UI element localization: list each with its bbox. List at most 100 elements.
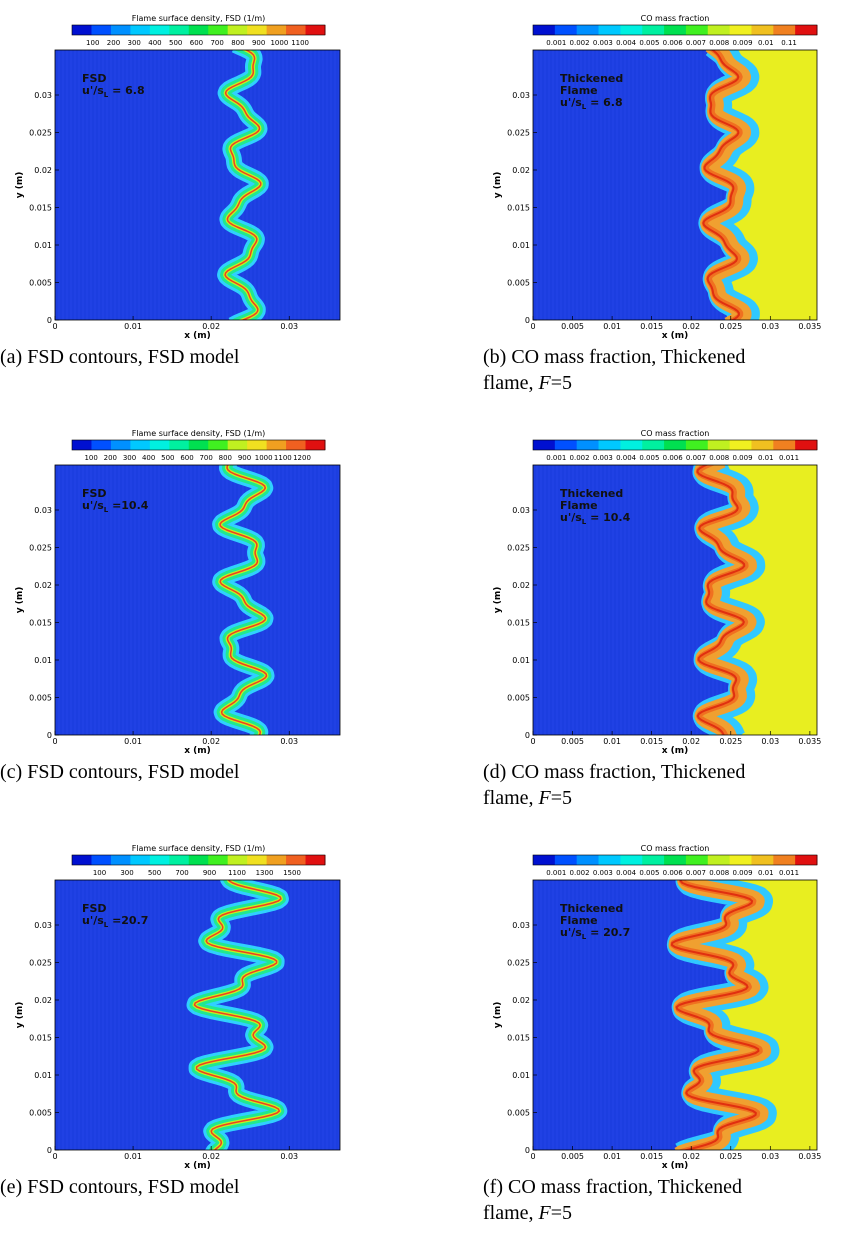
colorbar-label: 0.005: [639, 454, 659, 462]
annotation-ratio: u'/sL = 10.4: [560, 511, 631, 526]
colorbar-swatch: [286, 855, 307, 865]
caption-line2: flame, F=5: [483, 787, 572, 809]
colorbar-label: 800: [219, 454, 232, 462]
colorbar-swatch: [533, 25, 556, 35]
colorbar-title: Flame surface density, FSD (1/m): [132, 429, 266, 438]
y-tick-label: 0: [525, 1146, 530, 1155]
colorbar-swatch: [305, 25, 326, 35]
colorbar-label: 900: [252, 39, 265, 47]
y-tick-label: 0: [525, 731, 530, 740]
colorbar-label: 0.001: [546, 39, 566, 47]
colorbar-swatch: [91, 440, 112, 450]
colorbar-swatch: [533, 855, 556, 865]
colorbar-label: 0.008: [709, 39, 729, 47]
caption: (a) FSD contours, FSD model: [0, 346, 240, 368]
y-tick-label: 0.01: [512, 1071, 530, 1080]
y-tick-label: 0.015: [507, 1034, 530, 1043]
caption: (b) CO mass fraction, Thickened: [483, 346, 745, 368]
colorbar-swatch: [707, 440, 731, 450]
y-tick-label: 0: [525, 316, 530, 325]
plot-area: [55, 50, 340, 320]
colorbar-title: CO mass fraction: [641, 14, 710, 23]
flame-front: [219, 465, 268, 735]
y-tick-label: 0.015: [29, 1034, 52, 1043]
colorbar-swatch: [169, 855, 190, 865]
colorbar-label: 0.009: [732, 454, 752, 462]
colorbar-label: 0.002: [570, 454, 590, 462]
caption-line2: flame, F=5: [483, 372, 572, 394]
colorbar-swatch: [576, 25, 600, 35]
x-tick-label: 0.005: [561, 737, 584, 746]
colorbar-label: 0.001: [546, 454, 566, 462]
annotation-ratio: u'/sL = 20.7: [560, 926, 630, 941]
caption-rest: =5: [551, 787, 572, 809]
colorbar-swatch: [620, 855, 643, 865]
colorbar-label: 0.003: [593, 39, 613, 47]
y-tick-label: 0.025: [507, 544, 530, 553]
y-axis-label: y (m): [493, 1002, 503, 1029]
colorbar-swatch: [533, 440, 556, 450]
y-tick-label: 0.01: [34, 1071, 52, 1080]
y-tick-label: 0.02: [512, 166, 530, 175]
colorbar-swatch: [554, 25, 578, 35]
caption-text: flame,: [483, 1202, 534, 1224]
colorbar-label: 0.006: [663, 39, 684, 47]
y-tick-label: 0.025: [507, 129, 530, 138]
y-tick-label: 0.005: [507, 694, 530, 703]
x-tick-label: 0: [52, 737, 57, 746]
colorbar-swatch: [227, 25, 248, 35]
x-tick-label: 0.025: [719, 1152, 742, 1161]
x-tick-label: 0: [530, 1152, 535, 1161]
colorbar-swatch: [773, 855, 796, 865]
x-tick-label: 0.015: [640, 1152, 663, 1161]
colorbar-label: 200: [104, 454, 117, 462]
y-axis-label: y (m): [15, 172, 25, 199]
colorbar-label: 300: [120, 869, 133, 877]
y-axis-label: y (m): [15, 587, 25, 614]
ratio-text: u'/s: [82, 84, 104, 97]
y-tick-label: 0.025: [507, 959, 530, 968]
caption-text: flame,: [483, 372, 534, 394]
x-tick-label: 0: [52, 322, 57, 331]
y-tick-label: 0.015: [29, 204, 52, 213]
colorbar-swatch: [266, 855, 287, 865]
colorbar-label: 0.008: [709, 869, 729, 877]
y-tick-label: 0.015: [29, 619, 52, 628]
colorbar-swatch: [130, 440, 151, 450]
colorbar-label: 0.007: [686, 39, 706, 47]
panel: Flame surface density, FSD (1/m) 100 300 50…: [0, 844, 341, 1198]
colorbar-swatch: [110, 440, 131, 450]
colorbar-swatch: [188, 440, 209, 450]
colorbar-swatch: [169, 25, 190, 35]
colorbar-label: 600: [180, 454, 193, 462]
plot-frame: [54, 464, 341, 736]
caption-var: F: [538, 787, 552, 809]
colorbar-label: 0.006: [663, 454, 684, 462]
colorbar-swatch: [72, 855, 92, 865]
colorbar-swatch: [286, 440, 307, 450]
y-tick-label: 0.005: [29, 279, 52, 288]
colorbar-swatch: [208, 855, 229, 865]
colorbar-swatch: [620, 25, 643, 35]
colorbar-swatch: [642, 855, 665, 865]
y-tick-label: 0.015: [507, 204, 530, 213]
colorbar-swatch: [773, 440, 796, 450]
colorbar-label: 1100: [291, 39, 309, 47]
colorbar-swatch: [305, 440, 326, 450]
x-tick-label: 0.01: [124, 322, 142, 331]
colorbar-label: 0.004: [616, 869, 637, 877]
colorbar-swatch: [247, 440, 268, 450]
x-axis-label: x (m): [184, 746, 211, 756]
plot-area: [533, 880, 817, 1150]
colorbar-swatch: [664, 855, 687, 865]
x-tick-label: 0.02: [682, 322, 700, 331]
ratio-text: u'/s: [82, 914, 104, 927]
colorbar-label: 0.005: [639, 39, 659, 47]
colorbar-swatch: [130, 855, 151, 865]
colorbar-swatch: [247, 25, 268, 35]
colorbar-label: 500: [148, 869, 161, 877]
x-tick-label: 0.025: [719, 737, 742, 746]
y-tick-label: 0: [47, 316, 52, 325]
colorbar-title: CO mass fraction: [641, 844, 710, 853]
